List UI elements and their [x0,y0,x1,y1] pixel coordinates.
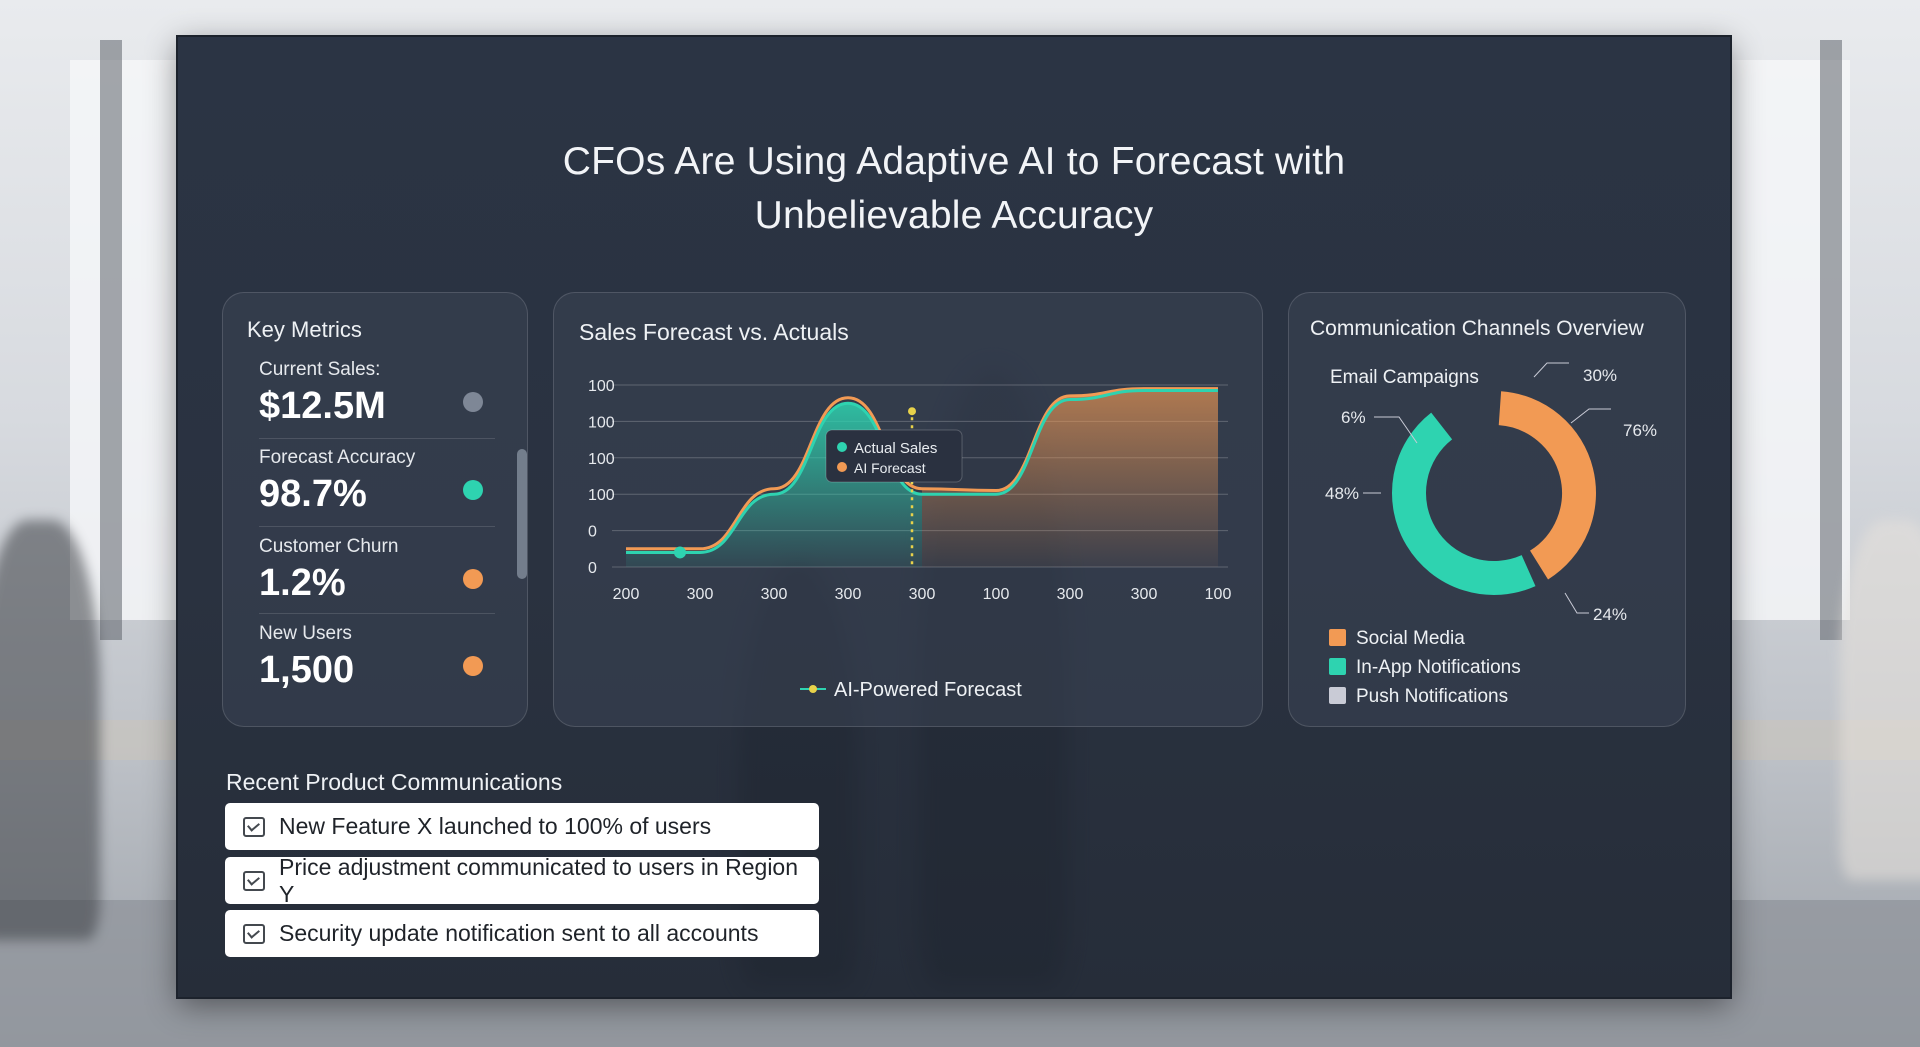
y-tick-label: 100 [588,451,615,468]
series-line-forecast [626,387,1218,551]
legend-swatch-push [1329,687,1346,704]
pct-label: 48% [1325,484,1359,503]
series-line-actual [626,388,1218,554]
sales-forecast-panel: Sales Forecast vs. Actuals 200 300 300 300 3… [553,292,1263,727]
legend-label-inapp: In-App Notifications [1356,657,1521,678]
metric-label: New Users [259,623,352,644]
pct-label: 30% [1583,366,1617,385]
email-campaigns-label: Email Campaigns [1330,367,1479,388]
background-person [1840,520,1920,880]
legend-swatch-inapp [1329,658,1346,675]
bottom-legend-marker [809,685,817,693]
pct-label: 6% [1341,408,1366,427]
bottom-legend: AI-Powered Forecast [800,679,1022,701]
channels-chart-title: Communication Channels Overview [1310,317,1644,340]
status-dot [463,656,483,676]
title-line-1: CFOs Are Using Adaptive AI to Forecast w… [562,140,1346,183]
legend-label-social: Social Media [1356,628,1465,649]
y-tick-label: 0 [588,560,597,577]
leader-line [1570,408,1611,424]
x-tick-label: 100 [1205,586,1232,603]
window-mullion [1820,40,1842,640]
leader-line [1564,592,1589,614]
legend-label-actual: Actual Sales [854,440,937,457]
y-tick-label: 100 [588,378,615,395]
background-person [0,520,100,940]
metric-label: Customer Churn [259,536,399,557]
donut-slice-social-media [1498,391,1596,580]
metric-label: Current Sales: [259,359,381,380]
comm-item[interactable]: Security update notification sent to all… [225,910,819,957]
window-mullion [100,40,122,640]
channels-legend: Social Media In-App Notifications Push N… [1329,628,1521,707]
chart-legend: Actual Sales AI Forecast [825,429,963,483]
comm-item[interactable]: New Feature X launched to 100% of users [225,803,819,850]
bottom-legend-label: AI-Powered Forecast [834,679,1022,701]
sales-forecast-chart: 200 300 300 300 300 100 300 300 100 0 0 100 100 100 1… [588,378,1232,701]
forecast-area [922,388,1218,567]
message-icon [243,816,265,837]
data-point [674,546,686,559]
x-tick-label: 300 [1057,586,1084,603]
metric-label: Forecast Accuracy [259,447,416,468]
status-dot [463,569,483,589]
metric-divider [259,438,495,439]
key-metrics-title: Key Metrics [247,317,362,342]
metric-divider [259,526,495,527]
x-tick-label: 300 [687,586,714,603]
legend-label-push: Push Notifications [1356,686,1508,707]
legend-swatch-actual [837,442,847,452]
x-tick-label: 200 [613,586,640,603]
metric-value: 1.2% [259,562,346,604]
channels-panel: Communication Channels Overview Email Ca… [1288,292,1686,727]
metrics-scrollbar[interactable] [517,449,527,579]
metric-current-sales: Current Sales: $12.5M [259,359,491,428]
leader-line [1374,416,1418,444]
metric-forecast-accuracy: Forecast Accuracy 98.7% [259,447,491,516]
y-tick-label: 0 [588,524,597,541]
metric-value: $12.5M [259,385,386,427]
metric-value: 1,500 [259,649,355,691]
leader-line [1533,362,1569,378]
comm-item[interactable]: Price adjustment communicated to users i… [225,854,819,907]
pct-label: 24% [1593,605,1627,624]
title-line-2: Unbelievable Accuracy [754,194,1154,237]
message-icon [243,870,265,891]
x-tick-label: 100 [983,586,1010,603]
legend-swatch-forecast [837,462,847,472]
x-tick-label: 300 [1131,586,1158,603]
message-icon [243,923,265,944]
status-dot [463,480,483,500]
dashboard-screen: CFOs Are Using Adaptive AI to Forecast w… [178,37,1730,997]
sales-chart-title: Sales Forecast vs. Actuals [579,319,849,345]
y-tick-label: 100 [588,414,615,431]
forecast-marker-dot [908,407,916,416]
x-tick-label: 300 [761,586,788,603]
metric-customer-churn: Customer Churn 1.2% [259,536,491,605]
recent-comms-title: Recent Product Communications [226,769,563,795]
comm-item-text: Price adjustment communicated to users i… [278,853,799,907]
comm-item-text: New Feature X launched to 100% of users [279,813,712,839]
metric-value: 98.7% [259,473,367,515]
page-title: CFOs Are Using Adaptive AI to Forecast w… [178,135,1730,243]
legend-swatch-social [1329,629,1346,646]
metric-new-users: New Users 1,500 [259,623,491,692]
metric-divider [259,613,495,614]
y-tick-label: 100 [588,487,615,504]
legend-label-forecast: AI Forecast [854,460,926,476]
x-tick-label: 300 [835,586,862,603]
comm-item-text: Security update notification sent to all… [279,920,759,946]
x-tick-label: 300 [909,586,936,603]
channels-donut-chart: Email Campaigns 30% 76% 6% 48% 24% Socia… [1325,362,1657,707]
status-dot [463,392,483,412]
pct-label: 76% [1623,421,1657,440]
key-metrics-panel: Key Metrics Current Sales: $12.5M Foreca… [222,292,528,727]
donut-slice-in-app [1392,412,1536,595]
